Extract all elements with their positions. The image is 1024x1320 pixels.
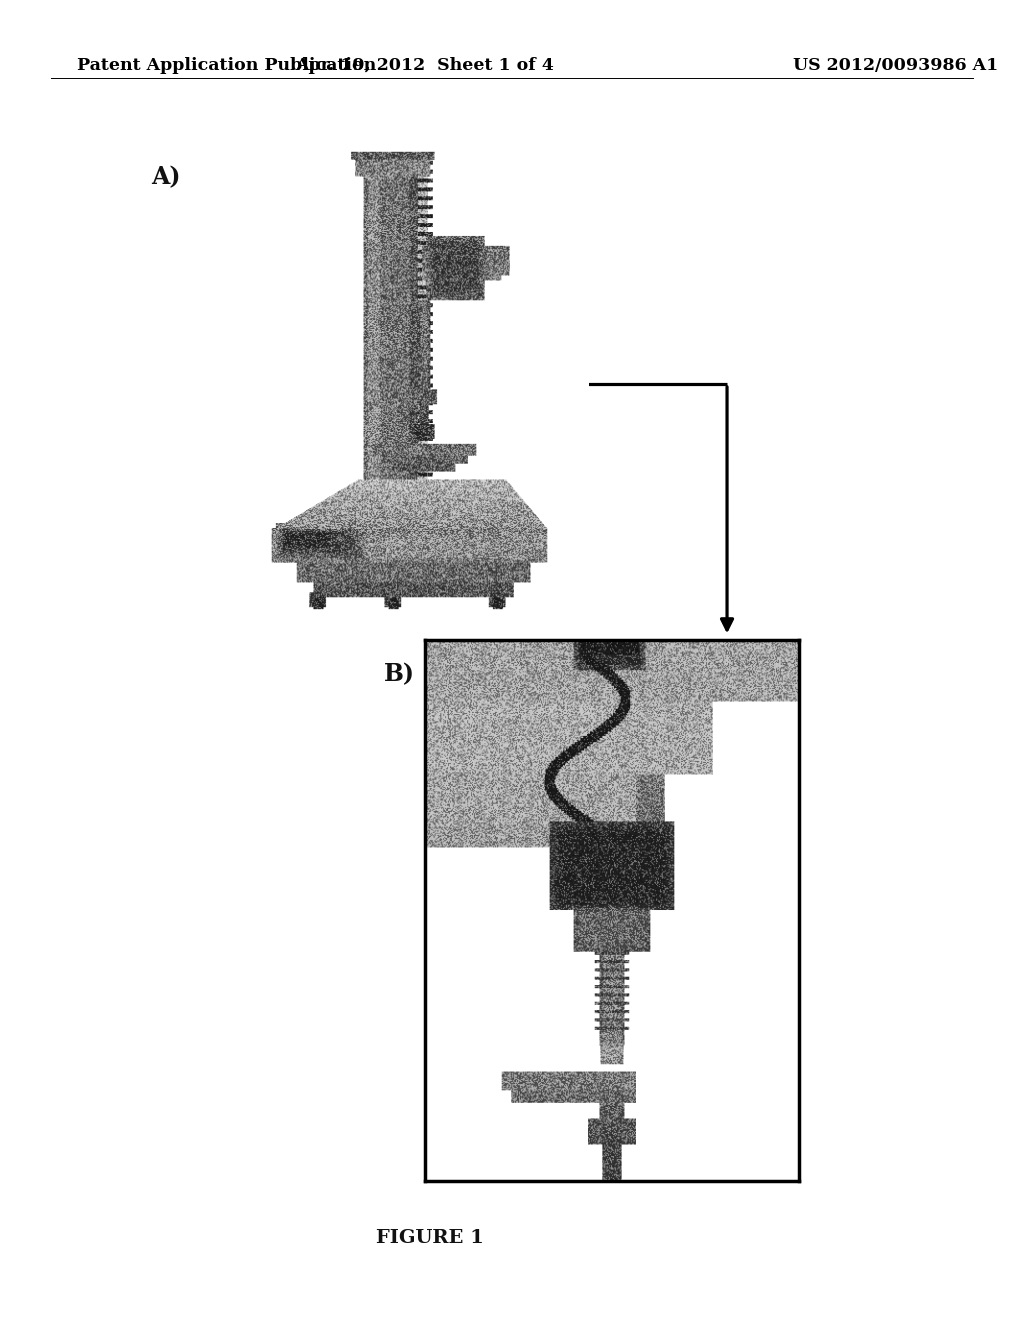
Bar bbox=[371, 224, 469, 482]
Text: B): B) bbox=[384, 663, 415, 686]
Text: Patent Application Publication: Patent Application Publication bbox=[77, 57, 376, 74]
Text: Apr. 19, 2012  Sheet 1 of 4: Apr. 19, 2012 Sheet 1 of 4 bbox=[296, 57, 554, 74]
Text: US 2012/0093986 A1: US 2012/0093986 A1 bbox=[794, 57, 998, 74]
Text: A): A) bbox=[152, 165, 181, 189]
Text: FIGURE 1: FIGURE 1 bbox=[376, 1229, 484, 1247]
